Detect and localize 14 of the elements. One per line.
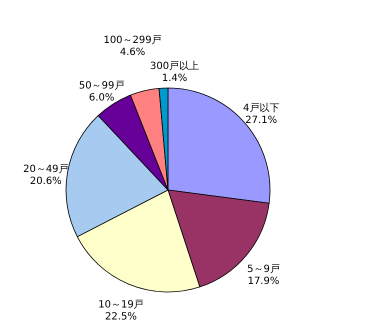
slice-label: 10～19戸: [98, 300, 144, 311]
slice-label: 5～9戸: [247, 264, 280, 276]
data-label: 4.6%: [120, 47, 146, 58]
data-label: 6.0%: [88, 92, 114, 104]
data-label: 27.1%: [245, 115, 278, 126]
slice-label: 20～49戸: [23, 164, 69, 175]
slice-label: 300戸以上: [150, 60, 200, 72]
data-label: 1.4%: [162, 73, 188, 84]
slice-label: 50～99戸: [78, 80, 124, 92]
data-label: 22.5%: [105, 312, 137, 323]
slice-label: 4戸以下: [243, 102, 280, 114]
data-label: 20.6%: [30, 176, 62, 187]
slice-label: 100～299戸: [103, 35, 162, 46]
data-label: 17.9%: [248, 276, 280, 288]
